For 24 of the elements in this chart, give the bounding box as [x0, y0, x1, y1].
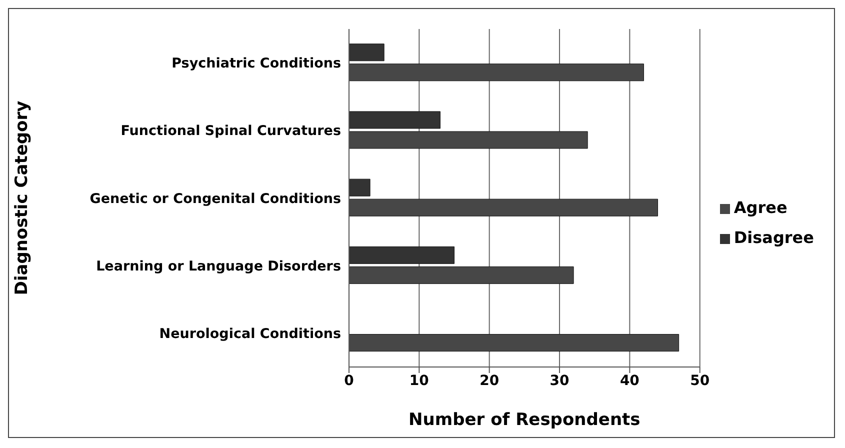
bar [349, 198, 658, 216]
y-tick-label: Genetic or Congenital Conditions [90, 190, 341, 207]
bar [349, 131, 588, 149]
y-tick-label: Functional Spinal Curvatures [120, 123, 341, 140]
x-tick-label: 40 [620, 372, 640, 389]
legend-label: Disagree [734, 228, 814, 247]
y-tick-label: Psychiatric Conditions [172, 56, 341, 72]
bar [349, 334, 680, 352]
x-tick-label: 0 [344, 372, 354, 389]
x-tick-label: 20 [480, 372, 500, 389]
x-tick-label: 30 [550, 372, 570, 389]
bar [349, 44, 384, 62]
x-tick-label: 10 [409, 372, 430, 389]
y-axis-title: Diagnostic Category [12, 100, 32, 296]
y-tick-label: Neurological Conditions [159, 326, 341, 342]
x-tick-label: 50 [690, 372, 710, 389]
y-tick-label: Learning or Language Disorders [96, 258, 341, 274]
x-axis-title: Number of Respondents [408, 410, 640, 430]
bar [349, 178, 370, 196]
bar [349, 246, 455, 264]
legend-label: Agree [734, 198, 788, 217]
bar [349, 111, 440, 129]
bar [349, 64, 644, 82]
bar [349, 266, 574, 284]
